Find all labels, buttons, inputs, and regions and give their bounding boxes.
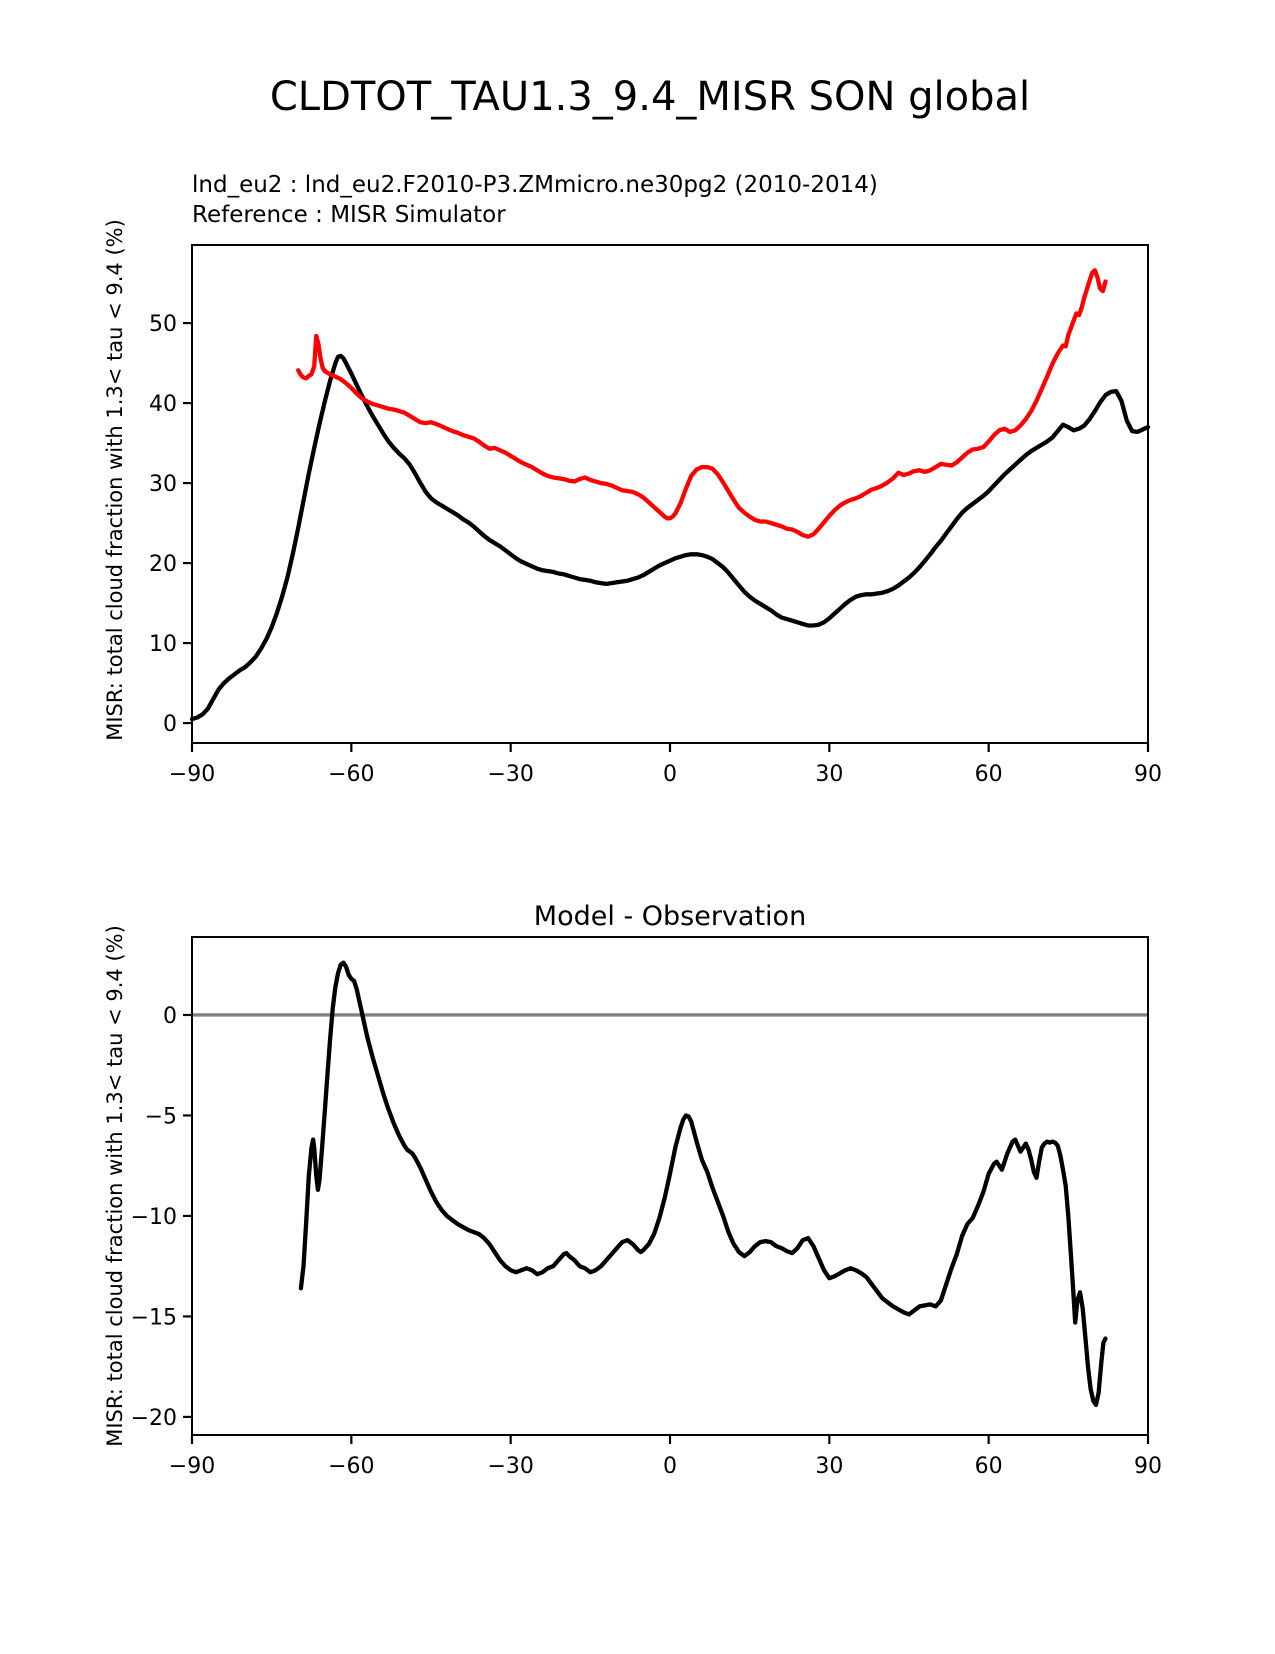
bottom-ylabel: MISR: total cloud fraction with 1.3< tau… [103, 925, 127, 1447]
legend-model-label: lnd_eu2 : lnd_eu2.F2010-P3.ZMmicro.ne30p… [192, 172, 878, 198]
y-tick-label: −5 [145, 1104, 177, 1129]
y-tick-label: −10 [131, 1205, 177, 1230]
x-tick-label: 60 [975, 1454, 1003, 1479]
x-tick-label: 30 [815, 1454, 843, 1479]
x-tick-label: 0 [663, 1454, 677, 1479]
x-tick-label: −60 [328, 1454, 374, 1479]
y-tick-label: −20 [131, 1406, 177, 1431]
series-model-lnd_eu2 [189, 353, 1151, 722]
series-reference-misr-simulator [296, 268, 1108, 539]
top-ylabel: MISR: total cloud fraction with 1.3< tau… [103, 219, 127, 741]
x-tick-label: 90 [1134, 762, 1162, 787]
y-tick-label: 40 [149, 392, 177, 417]
x-tick-label: 90 [1134, 1454, 1162, 1479]
top-plot: −90 −60 −30 0 30 60 90 0 10 20 30 40 50 [149, 244, 1162, 787]
x-tick-label: −90 [169, 1454, 215, 1479]
axes-frame [191, 936, 1149, 1436]
y-tick-label: 0 [163, 1004, 177, 1029]
x-tick-label: −90 [169, 762, 215, 787]
y-tick-label: 20 [149, 552, 177, 577]
x-tick-label: 30 [815, 762, 843, 787]
y-tick-label: 50 [149, 312, 177, 337]
series-model-minus-observation [298, 960, 1108, 1408]
axes-frame [191, 244, 1149, 744]
figure-title: CLDTOT_TAU1.3_9.4_MISR SON global [270, 74, 1030, 120]
x-tick-label: 60 [975, 762, 1003, 787]
x-tick-label: 0 [663, 762, 677, 787]
y-tick-label: 10 [149, 632, 177, 657]
bottom-plot-title: Model - Observation [534, 901, 806, 932]
y-tick-label: 0 [163, 712, 177, 737]
x-tick-label: −30 [487, 762, 533, 787]
y-tick-label: −15 [131, 1305, 177, 1330]
bottom-plot: −90 −60 −30 0 30 60 90 0 −5 −10 −15 −20 [131, 936, 1162, 1479]
x-tick-label: −60 [328, 762, 374, 787]
x-tick-label: −30 [487, 1454, 533, 1479]
legend-reference-label: Reference : MISR Simulator [192, 202, 506, 228]
y-tick-label: 30 [149, 472, 177, 497]
